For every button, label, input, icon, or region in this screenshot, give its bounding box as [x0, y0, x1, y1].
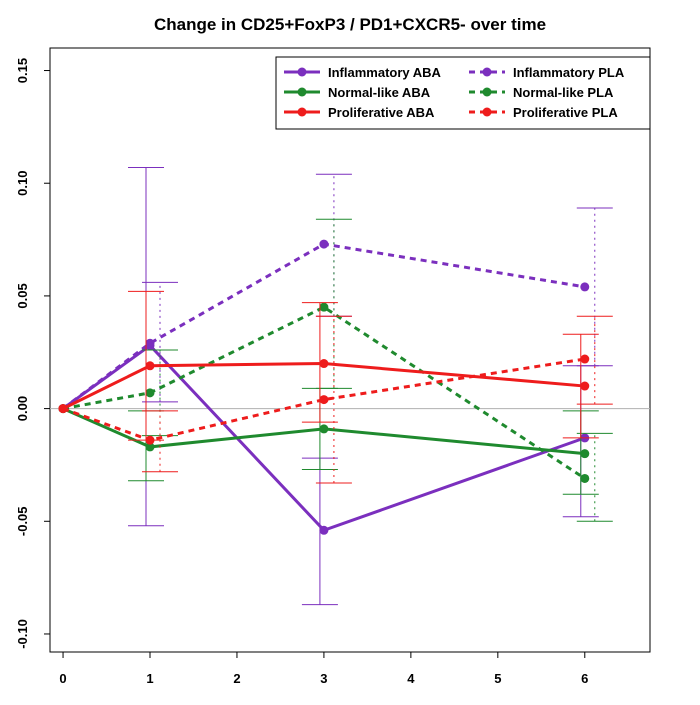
series-inflammatory-aba — [58, 166, 599, 606]
legend-entry-label: Proliferative PLA — [513, 105, 618, 120]
data-point — [145, 361, 155, 371]
legend-entry-label: Inflammatory ABA — [328, 65, 442, 80]
series-layer — [58, 166, 613, 606]
x-tick-label: 5 — [494, 671, 501, 686]
series-line — [62, 343, 586, 533]
legend-swatch-point — [482, 107, 492, 117]
data-point — [319, 424, 329, 434]
series-normal-like-aba — [58, 387, 599, 495]
data-point — [145, 338, 155, 348]
x-tick-label: 0 — [59, 671, 66, 686]
legend-entry-label: Normal-like PLA — [513, 85, 614, 100]
legend-box — [275, 56, 651, 130]
data-point — [319, 395, 329, 405]
legend-entry-label: Normal-like ABA — [328, 85, 431, 100]
legend-swatch-point — [482, 67, 492, 77]
data-point — [58, 404, 68, 414]
data-point — [580, 282, 590, 292]
data-point — [319, 239, 329, 249]
legend-swatch-point — [297, 107, 307, 117]
x-tick-label: 6 — [581, 671, 588, 686]
y-tick-label: 0.00 — [15, 396, 30, 421]
y-tick-label: -0.05 — [15, 506, 30, 536]
x-tick-label: 3 — [320, 671, 327, 686]
x-tick-label: 4 — [407, 671, 415, 686]
data-point — [319, 359, 329, 369]
plot-frame — [49, 47, 651, 653]
chart-title: Change in CD25+FoxP3 / PD1+CXCR5- over t… — [154, 15, 546, 34]
y-tick-label: -0.10 — [15, 619, 30, 649]
data-point — [319, 302, 329, 312]
series-proliferative-pla — [58, 315, 613, 484]
series-line — [62, 362, 585, 410]
data-point — [145, 435, 155, 445]
x-tick-label: 2 — [233, 671, 240, 686]
series-line — [62, 305, 586, 480]
data-point — [580, 381, 590, 391]
data-point — [319, 525, 329, 535]
legend-swatch-point — [482, 87, 492, 97]
legend-entry-label: Proliferative ABA — [328, 105, 435, 120]
chart-legend: Inflammatory ABA Inflammatory PLA Normal-l… — [275, 56, 651, 130]
legend-entry-label: Inflammatory PLA — [513, 65, 625, 80]
axis-layer: 0 1 2 3 4 5 6 -0.10 -0.05 0.00 0.05 0.10 0.15 — [15, 58, 588, 686]
series-inflammatory-pla — [58, 173, 613, 414]
series-line — [62, 357, 586, 442]
data-point — [145, 442, 155, 452]
legend-swatch-point — [297, 87, 307, 97]
data-point — [580, 473, 590, 483]
series-proliferative-aba — [58, 290, 599, 441]
data-point — [580, 354, 590, 364]
data-point — [145, 388, 155, 398]
data-point — [580, 449, 590, 459]
series-line — [62, 407, 585, 456]
y-tick-label: 0.15 — [15, 58, 30, 83]
series-line — [62, 242, 586, 410]
x-tick-label: 1 — [146, 671, 153, 686]
legend-swatch-point — [297, 67, 307, 77]
y-tick-label: 0.10 — [15, 171, 30, 196]
y-tick-label: 0.05 — [15, 283, 30, 308]
